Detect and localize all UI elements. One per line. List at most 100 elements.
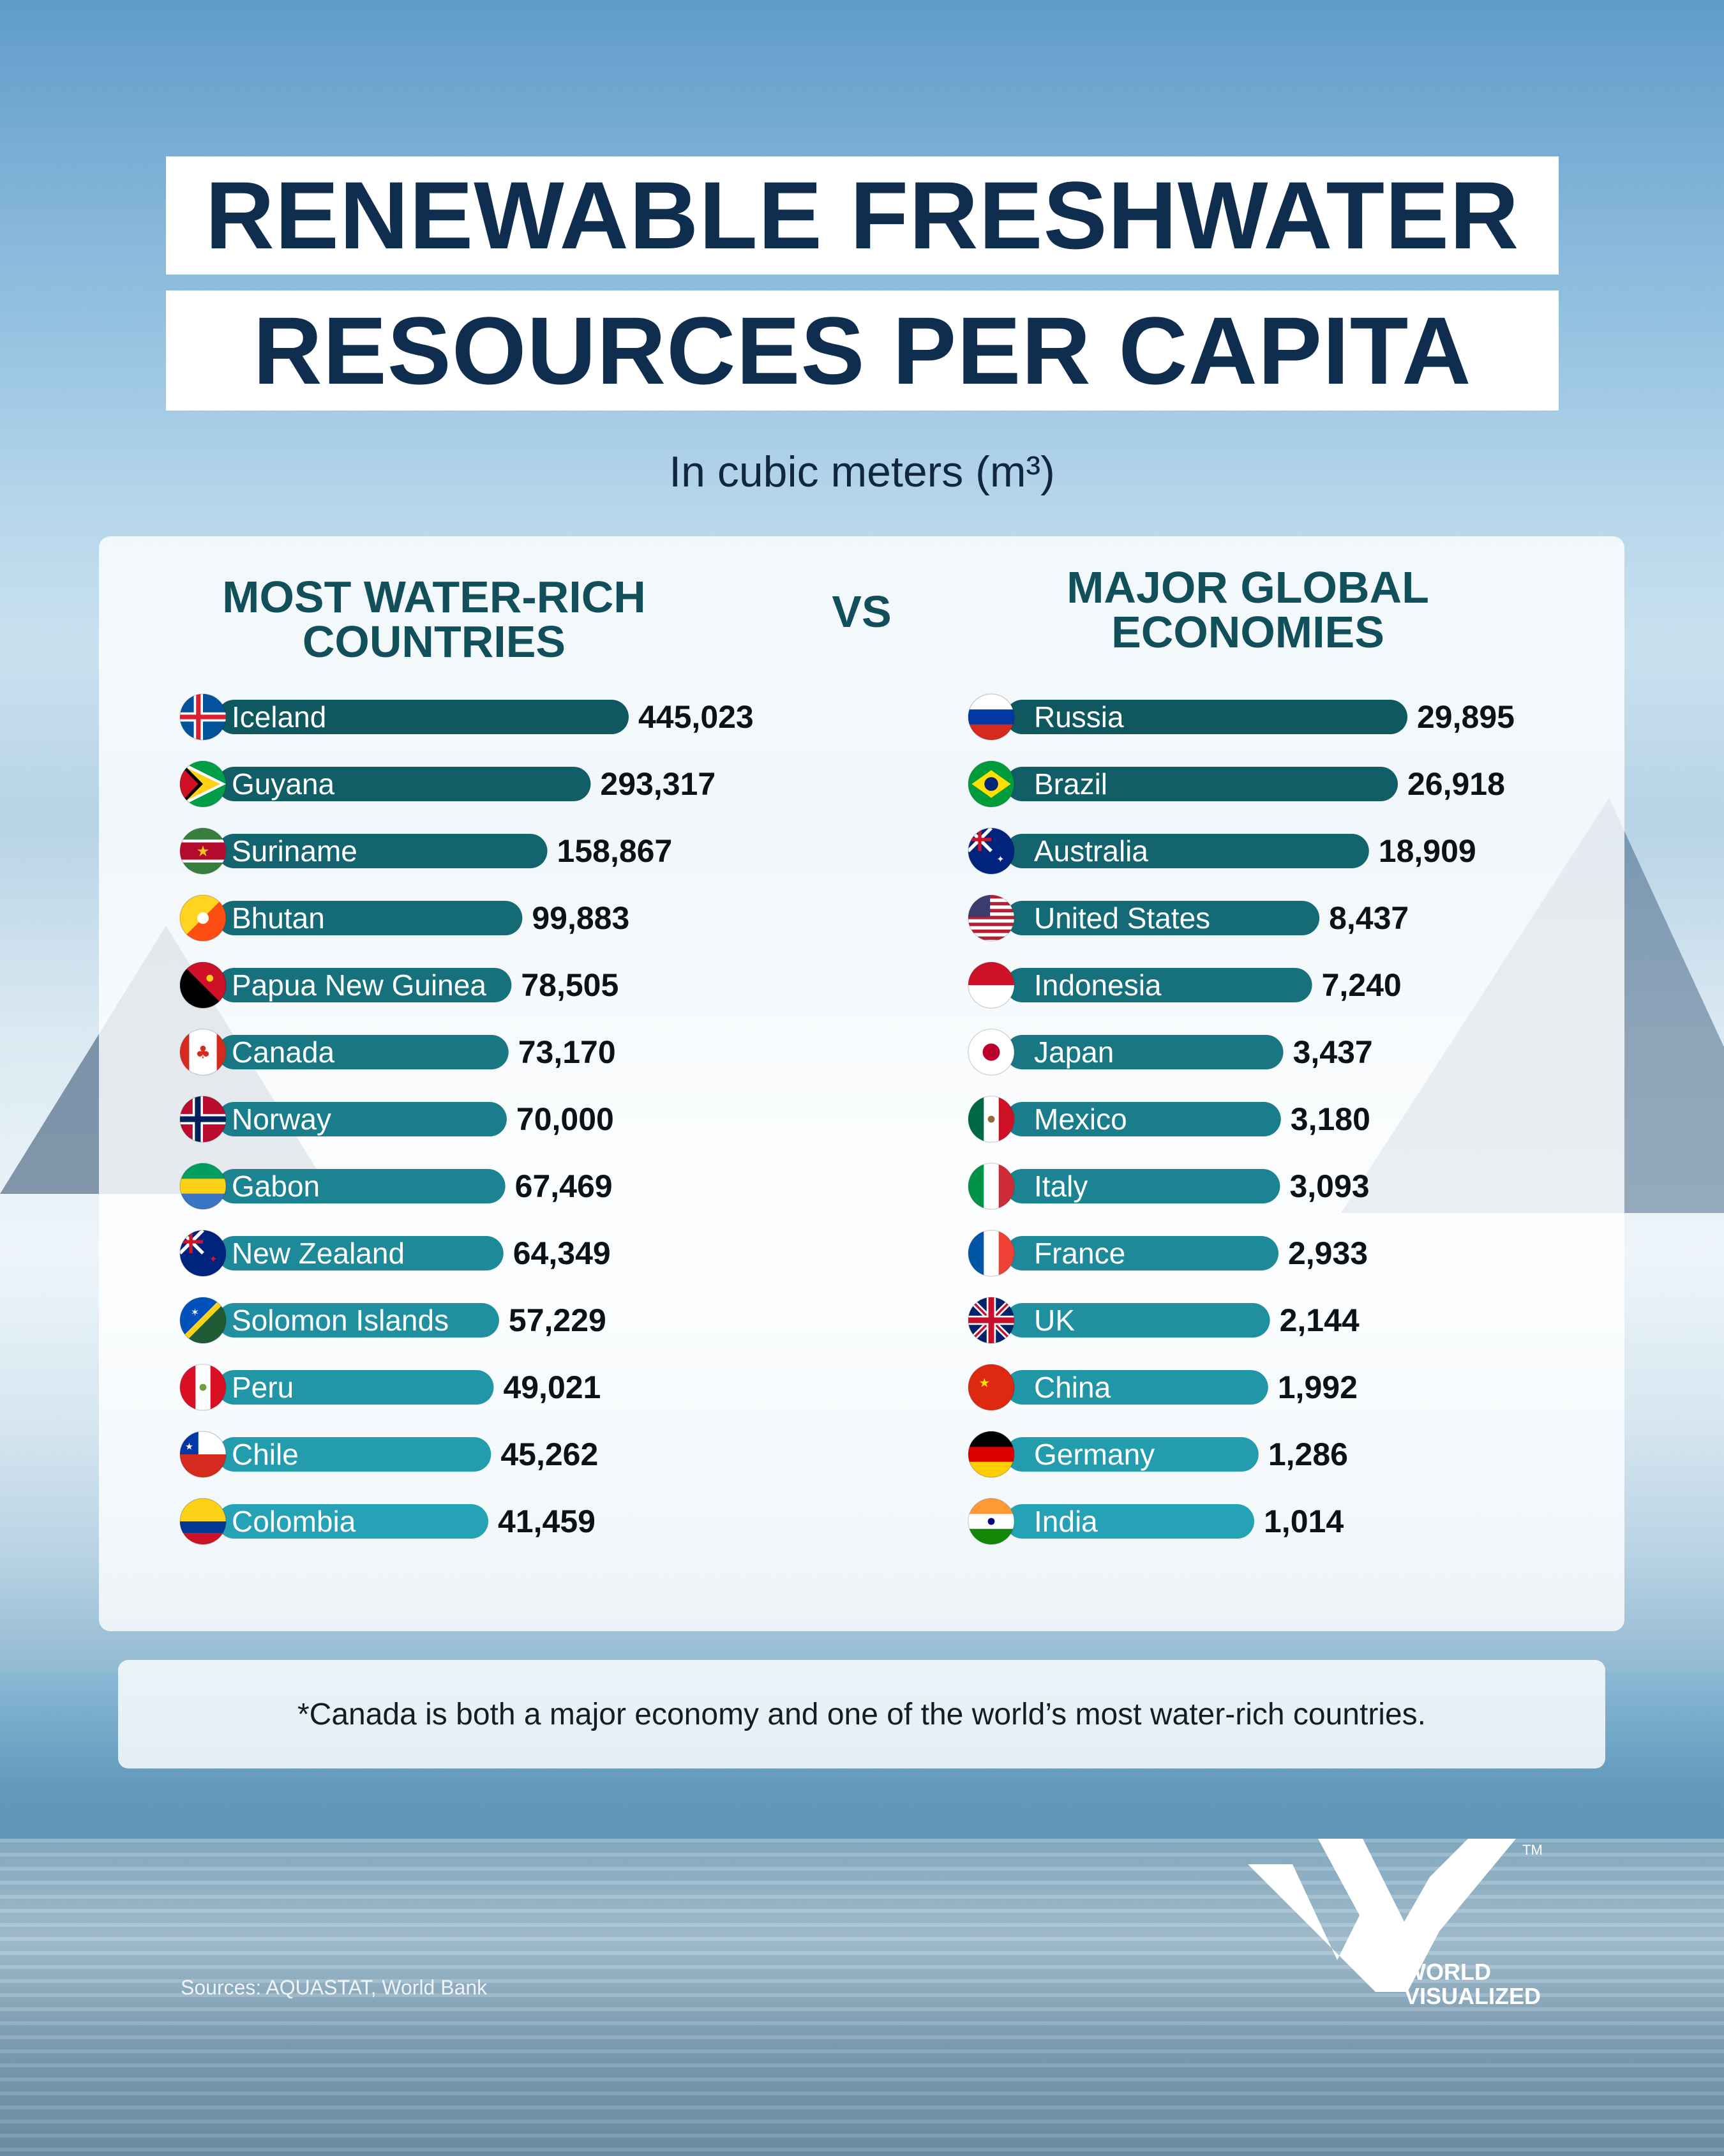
right-value-label: 2,933 <box>1288 1235 1368 1271</box>
right-bar-uk <box>1005 1303 1270 1338</box>
suriname-flag-icon: ★ <box>179 827 227 875</box>
colombia-flag-icon <box>179 1498 227 1545</box>
left-value-label: 99,883 <box>532 900 629 936</box>
title-line-1: RENEWABLE FRESHWATER <box>166 156 1559 275</box>
brand-line-1: WORLD <box>1404 1959 1491 1985</box>
right-value-label: 1,992 <box>1278 1369 1358 1405</box>
right-category-label: China <box>1034 1371 1111 1404</box>
right-value-label: 8,437 <box>1329 900 1409 936</box>
svg-text:★: ★ <box>185 1442 193 1452</box>
chile-flag-icon: ★ <box>179 1431 227 1478</box>
right-category-label: Japan <box>1034 1036 1114 1069</box>
left-chart-title: MOST WATER-RICH COUNTRIES <box>222 572 646 667</box>
new-zealand-flag-icon: ✦ <box>179 1230 227 1277</box>
left-category-label: Bhutan <box>232 901 325 935</box>
left-category-label: Suriname <box>232 834 357 868</box>
right-value-label: 1,014 <box>1264 1504 1344 1539</box>
trademark-mark: TM <box>1522 1842 1543 1858</box>
right-value-label: 7,240 <box>1322 967 1402 1003</box>
brand-line-2: VISUALIZED <box>1404 1983 1541 2009</box>
left-category-label: Norway <box>232 1103 331 1136</box>
left-bar-peru <box>217 1370 494 1405</box>
left-value-label: 293,317 <box>600 766 716 802</box>
left-value-label: 49,021 <box>503 1369 601 1405</box>
left-bar-solomon-islands <box>217 1303 499 1338</box>
left-category-label: Iceland <box>232 700 326 734</box>
iceland-flag-icon <box>179 693 227 741</box>
footnote: *Canada is both a major economy and one … <box>118 1660 1605 1768</box>
svg-text:✦: ✦ <box>209 1253 218 1265</box>
bhutan-flag-icon <box>179 894 227 942</box>
right-chart-title: MAJOR GLOBAL ECONOMIES <box>1067 562 1429 657</box>
right-value-label: 29,895 <box>1417 699 1515 735</box>
right-bar-brazil <box>1005 767 1398 801</box>
right-value-label: 26,918 <box>1407 766 1505 802</box>
right-category-label: Mexico <box>1034 1103 1127 1136</box>
left-value-label: 73,170 <box>518 1034 616 1070</box>
right-bar-russia <box>1005 700 1407 734</box>
right-value-label: 2,144 <box>1280 1302 1360 1338</box>
papua-new-guinea-flag-icon <box>179 961 227 1009</box>
mexico-flag-icon <box>968 1096 1015 1143</box>
right-value-label: 3,437 <box>1293 1034 1373 1070</box>
left-bar-guyana <box>217 767 591 801</box>
world-visualized-logo <box>1248 1839 1516 1992</box>
left-category-label: Gabon <box>232 1170 320 1203</box>
right-value-label: 3,093 <box>1289 1168 1369 1204</box>
right-bar-italy <box>1005 1169 1280 1203</box>
left-value-label: 158,867 <box>557 833 673 869</box>
right-value-label: 18,909 <box>1379 833 1476 869</box>
right-category-label: France <box>1034 1237 1125 1270</box>
left-bar-suriname <box>217 834 548 868</box>
right-bar-germany <box>1005 1437 1259 1472</box>
left-bar-canada <box>217 1035 509 1069</box>
right-bar-china <box>1005 1370 1268 1405</box>
norway-flag-icon <box>179 1096 227 1143</box>
guyana-flag-icon <box>179 760 227 808</box>
left-bar-new-zealand <box>217 1236 504 1270</box>
left-value-label: 78,505 <box>521 967 618 1003</box>
gabon-flag-icon <box>179 1163 227 1210</box>
right-category-label: India <box>1034 1505 1098 1538</box>
left-value-label: 64,349 <box>513 1235 611 1271</box>
japan-flag-icon <box>968 1029 1015 1076</box>
right-category-label: Russia <box>1034 700 1124 734</box>
france-flag-icon <box>968 1230 1015 1277</box>
svg-text:✶: ✶ <box>191 1306 200 1318</box>
italy-flag-icon <box>968 1163 1015 1210</box>
right-category-label: UK <box>1034 1304 1075 1337</box>
russia-flag-icon <box>968 693 1015 741</box>
left-value-label: 445,023 <box>638 699 754 735</box>
right-bar-australia <box>1005 834 1369 868</box>
left-category-label: Guyana <box>232 767 335 801</box>
right-value-label: 3,180 <box>1291 1101 1370 1137</box>
svg-text:♣: ♣ <box>195 1043 211 1062</box>
svg-text:✦: ✦ <box>996 855 1004 865</box>
peru-flag-icon <box>179 1364 227 1411</box>
right-category-label: Indonesia <box>1034 969 1162 1002</box>
right-bar-mexico <box>1005 1102 1281 1136</box>
left-bar-gabon <box>217 1169 506 1203</box>
indonesia-flag-icon <box>968 961 1015 1009</box>
china-flag-icon: ★ <box>968 1364 1015 1411</box>
right-category-label: Brazil <box>1034 767 1107 801</box>
right-category-label: Australia <box>1034 834 1148 868</box>
left-bar-chile <box>217 1437 491 1472</box>
brand-name: WORLD VISUALIZED <box>1404 1960 1541 2009</box>
left-value-label: 57,229 <box>509 1302 606 1338</box>
left-value-label: 70,000 <box>516 1101 614 1137</box>
left-bar-iceland <box>217 700 629 734</box>
germany-flag-icon <box>968 1431 1015 1478</box>
right-category-label: Germany <box>1034 1438 1155 1471</box>
solomon-islands-flag-icon: ✶ <box>179 1297 227 1344</box>
left-bar-papua-new-guinea <box>217 968 512 1002</box>
right-bar-india <box>1005 1504 1254 1539</box>
brazil-flag-icon <box>968 760 1015 808</box>
title-line-2: RESOURCES PER CAPITA <box>166 290 1559 411</box>
left-bar-norway <box>217 1102 507 1136</box>
subtitle: In cubic meters (m³) <box>669 448 1055 496</box>
left-value-label: 41,459 <box>498 1504 596 1539</box>
left-bar-colombia <box>217 1504 488 1539</box>
sources: Sources: AQUASTAT, World Bank <box>181 1976 488 1999</box>
right-value-label: 1,286 <box>1268 1436 1348 1472</box>
